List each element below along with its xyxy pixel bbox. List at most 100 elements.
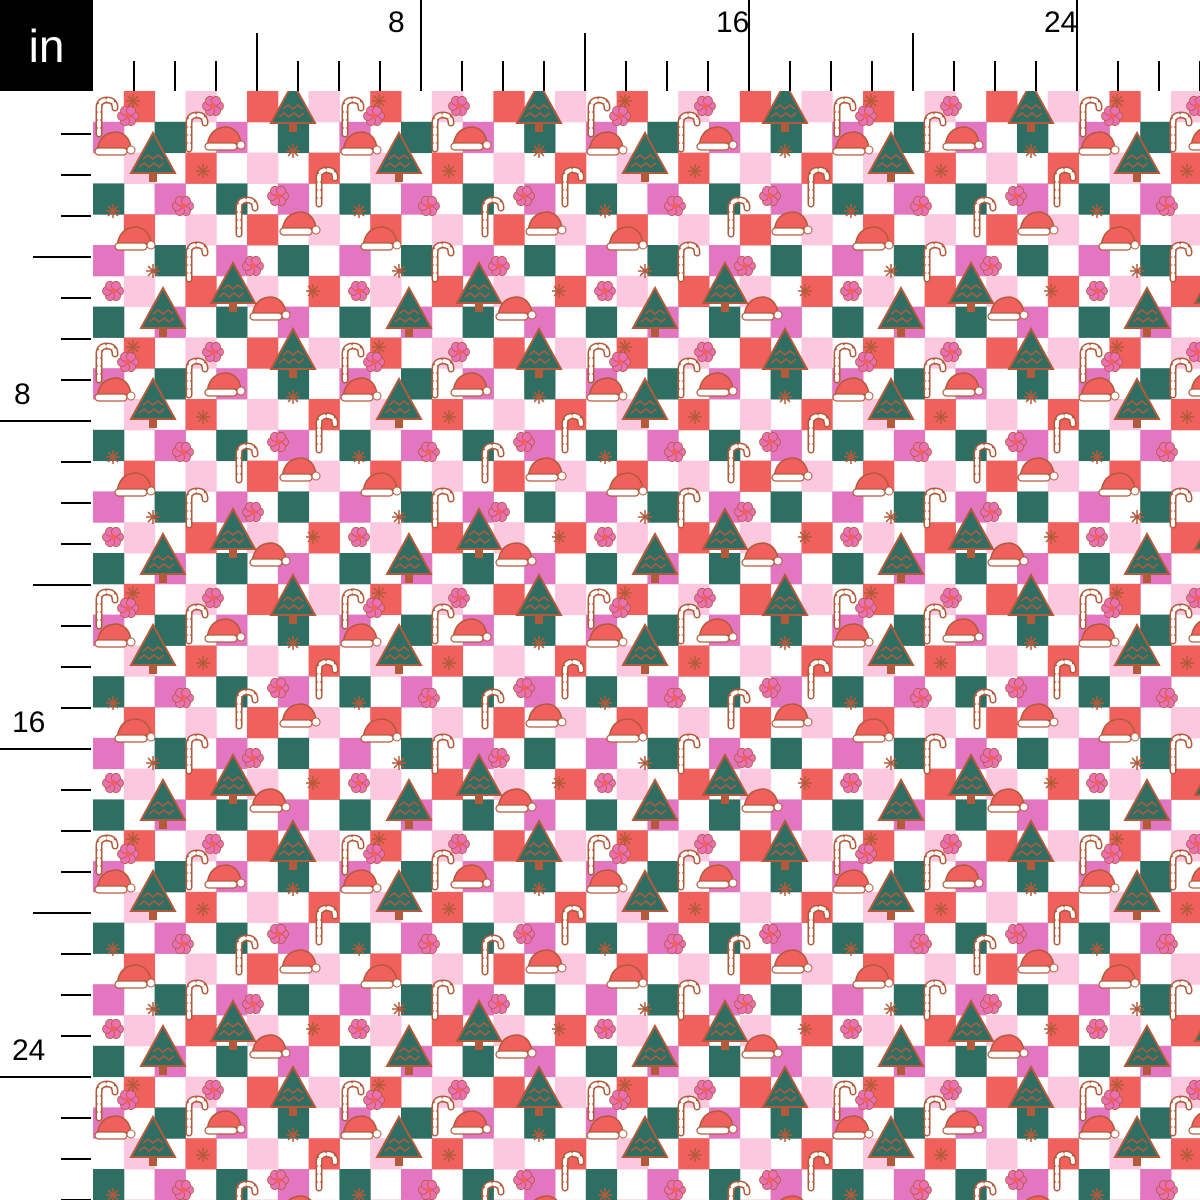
hat-icon	[1098, 964, 1140, 989]
ruler-tick	[502, 61, 504, 91]
hat-icon	[1078, 869, 1120, 894]
checker-cell	[524, 984, 556, 1016]
flower-icon	[267, 923, 289, 945]
cane-icon	[727, 688, 751, 730]
tree-icon	[631, 285, 679, 337]
flower-icon	[980, 747, 1002, 769]
cane-icon	[1053, 412, 1077, 454]
tree-icon	[1113, 868, 1161, 920]
ruler-label: 16	[716, 6, 750, 39]
checker-cell	[462, 1045, 494, 1078]
cane-icon	[431, 603, 455, 645]
flower-icon	[1005, 923, 1027, 945]
hat-icon	[606, 226, 648, 251]
star-icon	[844, 450, 858, 464]
checker-cell	[739, 152, 772, 184]
cane-icon	[235, 1180, 259, 1200]
checker-cell	[739, 645, 772, 677]
checker-cell	[93, 1045, 125, 1078]
checker-cell	[308, 830, 340, 862]
flower-icon	[609, 597, 631, 619]
checker-cell	[739, 707, 772, 739]
hat-icon	[696, 1110, 738, 1135]
flower-icon	[1101, 843, 1123, 865]
star-icon	[196, 1148, 210, 1162]
cane-icon	[727, 934, 751, 976]
ruler-tick	[61, 297, 91, 299]
ruler-tick	[61, 1158, 91, 1160]
checker-cell	[216, 1045, 248, 1078]
star-icon	[598, 450, 612, 464]
flower-icon	[840, 280, 862, 302]
star-icon	[1024, 1128, 1038, 1142]
ruler-tick	[61, 830, 91, 832]
flower-icon	[242, 747, 264, 769]
cane-icon	[315, 1150, 339, 1192]
cane-icon	[341, 96, 365, 138]
ruler-tick	[174, 61, 176, 91]
checker-cell	[1140, 245, 1172, 277]
star-icon	[1044, 530, 1058, 544]
tree-icon	[375, 376, 423, 428]
tree-icon	[129, 130, 177, 182]
star-icon	[306, 284, 320, 298]
flower-icon	[242, 501, 264, 523]
checker-cell	[462, 799, 494, 831]
cane-icon	[315, 412, 339, 454]
checker-cell	[524, 245, 556, 277]
flower-icon	[202, 341, 224, 363]
checker-cell	[277, 245, 310, 277]
tree-icon	[385, 777, 433, 829]
checker-cell	[770, 737, 802, 770]
checker-cell	[1171, 707, 1200, 739]
ruler-tick	[0, 748, 91, 750]
star-icon	[844, 696, 858, 710]
tree-icon	[455, 998, 503, 1050]
checker-cell	[832, 183, 864, 215]
checker-cell	[678, 460, 710, 492]
checker-cell	[832, 553, 864, 585]
checker-cell	[709, 799, 741, 831]
flower-icon	[242, 255, 264, 277]
cane-icon	[561, 1150, 585, 1192]
checker-cell	[986, 707, 1018, 739]
ruler-tick	[338, 61, 340, 91]
cane-icon	[677, 1095, 701, 1137]
flower-icon	[363, 597, 385, 619]
hat-icon	[741, 296, 783, 321]
hat-icon	[525, 703, 567, 728]
star-icon	[1110, 832, 1124, 846]
tree-icon	[867, 622, 915, 674]
hat-icon	[495, 542, 537, 567]
checker-cell	[370, 768, 402, 800]
flower-icon	[855, 1089, 877, 1111]
hat-icon	[114, 472, 156, 497]
cane-icon	[677, 487, 701, 529]
checker-cell	[832, 799, 864, 831]
star-icon	[618, 340, 632, 354]
flower-icon	[664, 195, 686, 217]
star-icon	[126, 340, 140, 354]
checker-cell	[123, 768, 156, 800]
flower-icon	[363, 843, 385, 865]
checker-cell	[585, 491, 618, 523]
flower-icon	[694, 587, 716, 609]
star-icon	[864, 832, 878, 846]
cane-icon	[561, 412, 585, 454]
tree-icon	[129, 376, 177, 428]
checker-cell	[832, 306, 864, 338]
cane-icon	[185, 733, 209, 775]
cane-icon	[677, 849, 701, 891]
tree-icon	[269, 91, 317, 132]
tree-icon	[1193, 783, 1200, 796]
star-icon	[532, 882, 546, 896]
checker-cell	[339, 306, 371, 338]
hat-icon	[94, 623, 136, 648]
checker-cell	[277, 491, 310, 523]
star-icon	[598, 696, 612, 710]
hat-icon	[696, 618, 738, 643]
checker-cell	[247, 152, 279, 184]
cane-icon	[923, 849, 947, 891]
star-icon	[598, 942, 612, 956]
flower-icon	[940, 587, 962, 609]
